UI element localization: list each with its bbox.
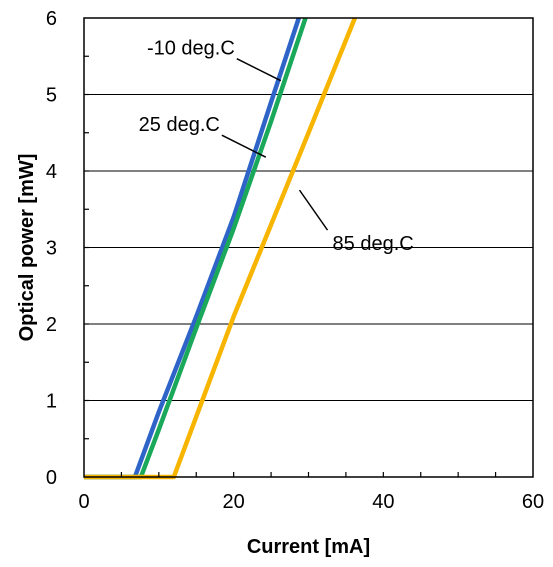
x-tick-label: 0 xyxy=(78,491,89,513)
y-tick-label: 2 xyxy=(46,314,57,336)
annotation-leader xyxy=(298,189,329,231)
x-tick-label: 60 xyxy=(522,491,544,513)
y-axis-title: Optical power [mW] xyxy=(16,154,38,342)
y-tick-label: 1 xyxy=(46,391,57,413)
y-tick-label: 0 xyxy=(46,467,57,489)
y-tick-label: 4 xyxy=(46,161,57,183)
gridlines xyxy=(84,94,533,401)
axis-ticks: 0 20 40 60 0 1 2 3 4 5 6 xyxy=(46,8,544,513)
annotation-leader xyxy=(221,134,267,158)
annotations: -10 deg.C 25 deg.C 85 deg.C xyxy=(139,38,414,255)
y-tick-label: 5 xyxy=(46,85,57,107)
y-tick-label: 6 xyxy=(46,8,57,30)
x-axis-title: Current [mA] xyxy=(247,536,370,558)
annotation-label: 25 deg.C xyxy=(139,114,220,136)
annotation-leader xyxy=(236,58,282,82)
x-tick-label: 40 xyxy=(372,491,394,513)
x-tick-label: 20 xyxy=(223,491,245,513)
y-tick-label: 3 xyxy=(46,238,57,260)
annotation-label: -10 deg.C xyxy=(147,38,235,60)
annotation-label: 85 deg.C xyxy=(333,233,414,255)
